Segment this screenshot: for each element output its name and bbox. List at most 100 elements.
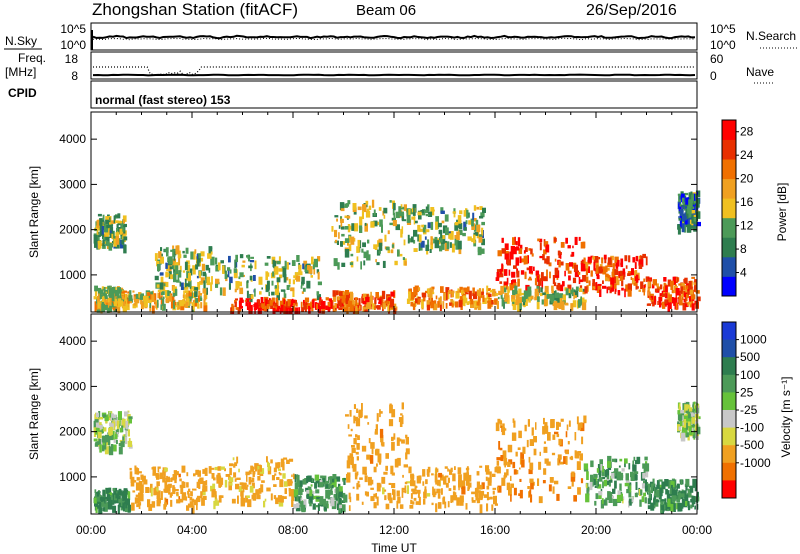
power-cell [457, 240, 462, 250]
velocity-cell [229, 463, 233, 467]
velocity-cell [671, 500, 675, 506]
power-cell [399, 253, 403, 257]
power-cell [385, 246, 390, 251]
velocity-cell [680, 421, 683, 427]
power-data-layer [93, 190, 701, 317]
velocity-cell [352, 463, 357, 472]
velocity-cell [95, 431, 100, 435]
power-cell [554, 292, 558, 298]
velocity-cell [612, 498, 618, 507]
velocity-cell [234, 462, 238, 467]
power-cell [599, 264, 603, 269]
power-cell [186, 270, 190, 280]
velocity-cell [314, 482, 317, 489]
power-cell [416, 298, 421, 305]
velocity-cell [331, 485, 334, 489]
power-cell [175, 265, 179, 275]
velocity-cell [634, 492, 638, 498]
power-cell [550, 294, 555, 303]
velocity-cell [393, 433, 396, 440]
velocity-cell [556, 493, 560, 501]
velocity-colorbar-segment [722, 427, 736, 446]
power-cell [431, 286, 435, 290]
power-cell [104, 295, 108, 300]
power-cell [169, 266, 173, 270]
power-cell [140, 302, 144, 310]
velocity-cell [645, 461, 648, 465]
power-cell [517, 278, 520, 287]
power-cell [556, 277, 559, 280]
power-cell [375, 259, 377, 263]
velocity-cell [93, 431, 97, 437]
velocity-cell [102, 507, 106, 511]
power-cell [96, 230, 99, 236]
power-cell [504, 243, 509, 250]
power-cell [647, 280, 651, 287]
power-cell [266, 304, 270, 310]
velocity-cell [105, 440, 110, 446]
power-cell [298, 307, 301, 315]
velocity-cell [644, 456, 648, 461]
power-cell [328, 301, 331, 307]
velocity-cell [246, 484, 249, 487]
velocity-cell [147, 499, 151, 508]
x-tick-label: 16:00 [480, 523, 510, 537]
power-cell [400, 204, 403, 208]
velocity-cell [684, 484, 690, 487]
power-cell [544, 241, 549, 248]
power-cell [121, 230, 125, 234]
power-cell [504, 253, 509, 260]
power-cell [302, 263, 305, 270]
power-cell [443, 292, 446, 300]
velocity-cell [251, 477, 255, 483]
power-cell [495, 293, 498, 297]
velocity-cell [289, 481, 293, 484]
power-cell [228, 283, 231, 290]
power-cell [540, 287, 543, 293]
velocity-cell [351, 447, 356, 453]
velocity-cell [673, 503, 676, 512]
power-cell [541, 272, 544, 281]
velocity-cell [476, 471, 480, 476]
power-cell [350, 236, 355, 245]
power-cell [459, 210, 463, 215]
velocity-cell [385, 465, 388, 471]
velocity-cell [128, 418, 132, 424]
power-cell [564, 270, 566, 277]
nave-label: Nave [746, 65, 774, 79]
power-cell [692, 206, 695, 209]
power-cell [352, 307, 355, 314]
power-cell [569, 289, 574, 295]
velocity-cell [565, 456, 568, 465]
velocity-cell [681, 429, 684, 433]
velocity-cell [298, 485, 302, 490]
velocity-cell [191, 498, 194, 503]
power-cell [311, 305, 314, 312]
velocity-cell [98, 411, 101, 419]
velocity-cell [391, 483, 396, 489]
power-cell [556, 294, 560, 303]
power-cell [473, 224, 477, 232]
velocity-cell [118, 504, 123, 508]
power-cell [583, 258, 586, 264]
power-cell [440, 230, 443, 238]
velocity-cell [134, 467, 138, 475]
power-cell [477, 246, 482, 256]
power-cell [231, 303, 234, 312]
power-cell [102, 214, 105, 222]
power-cell [577, 272, 581, 275]
velocity-cell [270, 493, 273, 501]
power-cell [283, 289, 286, 298]
velocity-cell [112, 414, 116, 419]
velocity-cell [642, 463, 647, 469]
velocity-cell [580, 424, 583, 428]
velocity-cell [357, 480, 360, 484]
velocity-cell [294, 494, 298, 502]
velocity-cell [99, 497, 104, 501]
velocity-cell [507, 444, 513, 453]
power-cell [472, 212, 475, 222]
power-cell [507, 286, 510, 295]
velocity-cell [175, 489, 179, 492]
velocity-cell [496, 486, 500, 491]
power-cell [362, 242, 366, 248]
